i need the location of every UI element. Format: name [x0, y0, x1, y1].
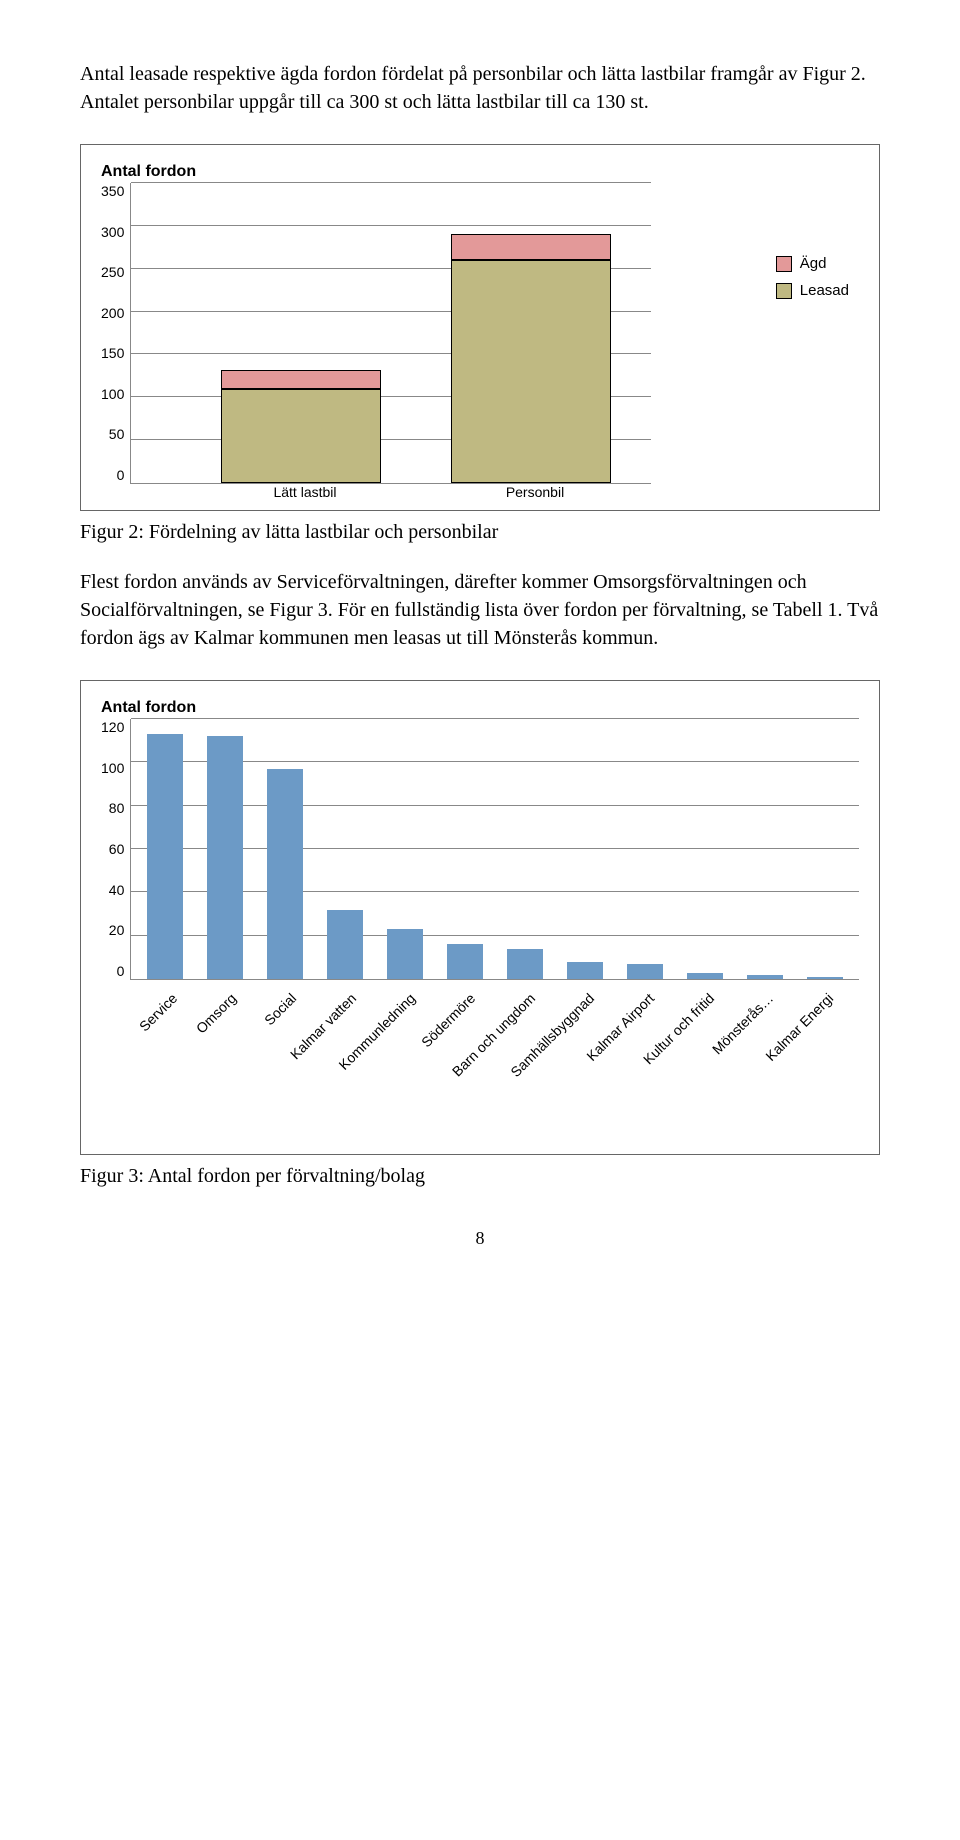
- chart-2-plot: [130, 719, 859, 980]
- chart-2-ytick: 60: [109, 841, 125, 857]
- chart-2-ytick: 40: [109, 882, 125, 898]
- mid-paragraph: Flest fordon används av Serviceförvaltni…: [80, 568, 880, 652]
- chart-2-bar: [687, 973, 723, 980]
- chart-2-bar: [507, 949, 543, 979]
- chart-2-bar: [267, 769, 303, 979]
- legend-label: Ägd: [800, 255, 827, 272]
- chart-2-x-labels: ServiceOmsorgSocialKalmar vattenKommunle…: [135, 980, 859, 1150]
- chart-2-ytick: 80: [109, 800, 125, 816]
- page-number: 8: [80, 1228, 880, 1249]
- chart-2-bar: [447, 944, 483, 979]
- chart-2-xlabel: Kalmar Energi: [807, 980, 843, 1150]
- legend-swatch: [776, 256, 792, 272]
- figure-2-caption: Figur 2: Fördelning av lätta lastbilar o…: [80, 521, 880, 544]
- chart-1-x-labels: Lätt lastbil Personbil: [135, 484, 859, 500]
- chart-2-ytick: 0: [117, 963, 125, 979]
- chart-1-segment: [221, 389, 381, 483]
- legend-label: Leasad: [800, 282, 849, 299]
- chart-1-bar: [221, 370, 381, 483]
- figure-3-caption: Figur 3: Antal fordon per förvaltning/bo…: [80, 1165, 880, 1188]
- chart-1-title: Antal fordon: [101, 163, 859, 181]
- chart-1-ytick: 100: [101, 386, 124, 402]
- chart-1-segment: [451, 260, 611, 483]
- chart-2-title: Antal fordon: [101, 699, 859, 717]
- chart-2-container: Antal fordon 120 100 80 60 40 20 0 Service Omso…: [80, 680, 880, 1155]
- chart-1-ytick: 0: [117, 467, 125, 483]
- chart-2-xlabel: Social: [270, 980, 306, 1150]
- chart-2-xlabel: Kultur och fritid: [688, 980, 724, 1150]
- chart-1-container: Antal fordon 350 300 250 200 150 100 50 0 Ägd Le…: [80, 144, 880, 511]
- chart-1-segment: [221, 370, 381, 389]
- chart-1-ytick: 300: [101, 224, 124, 240]
- chart-2-xlabel: Kalmar Airport: [628, 980, 664, 1150]
- chart-2-ytick: 120: [101, 719, 124, 735]
- intro-paragraph: Antal leasade respektive ägda fordon för…: [80, 60, 880, 116]
- chart-1-ytick: 250: [101, 264, 124, 280]
- legend-item: Leasad: [776, 282, 849, 299]
- chart-1-plot: [130, 183, 651, 484]
- legend-swatch: [776, 283, 792, 299]
- chart-1-ytick: 350: [101, 183, 124, 199]
- chart-2-bar: [147, 734, 183, 979]
- legend-item: Ägd: [776, 255, 849, 272]
- chart-2-bar: [627, 964, 663, 979]
- chart-2-ytick: 20: [109, 922, 125, 938]
- chart-2-xlabel: Samhällsbyggnad: [568, 980, 604, 1150]
- chart-1-legend: Ägd Leasad: [776, 255, 849, 309]
- chart-2-bar: [327, 910, 363, 979]
- chart-2-ytick: 100: [101, 760, 124, 776]
- chart-2-xlabel: Service: [151, 980, 187, 1150]
- chart-1-y-axis: 350 300 250 200 150 100 50 0: [101, 183, 130, 483]
- chart-2-bar: [747, 975, 783, 979]
- chart-1-ytick: 150: [101, 345, 124, 361]
- chart-2-y-axis: 120 100 80 60 40 20 0: [101, 719, 130, 979]
- chart-1-bar: [451, 234, 611, 483]
- chart-1-ytick: 50: [109, 426, 125, 442]
- chart-2-xlabel: Kommunledning: [389, 980, 425, 1150]
- chart-1-xlabel: Lätt lastbil: [225, 484, 385, 500]
- chart-2-bar: [807, 977, 843, 979]
- chart-2-xlabel: Mönsterås…: [747, 980, 783, 1150]
- chart-1-xlabel: Personbil: [455, 484, 615, 500]
- chart-2-bar: [567, 962, 603, 979]
- chart-2-xlabel: Omsorg: [210, 980, 246, 1150]
- chart-1-segment: [451, 234, 611, 260]
- chart-1-ytick: 200: [101, 305, 124, 321]
- chart-2-bar: [207, 736, 243, 979]
- chart-2-bar: [387, 929, 423, 979]
